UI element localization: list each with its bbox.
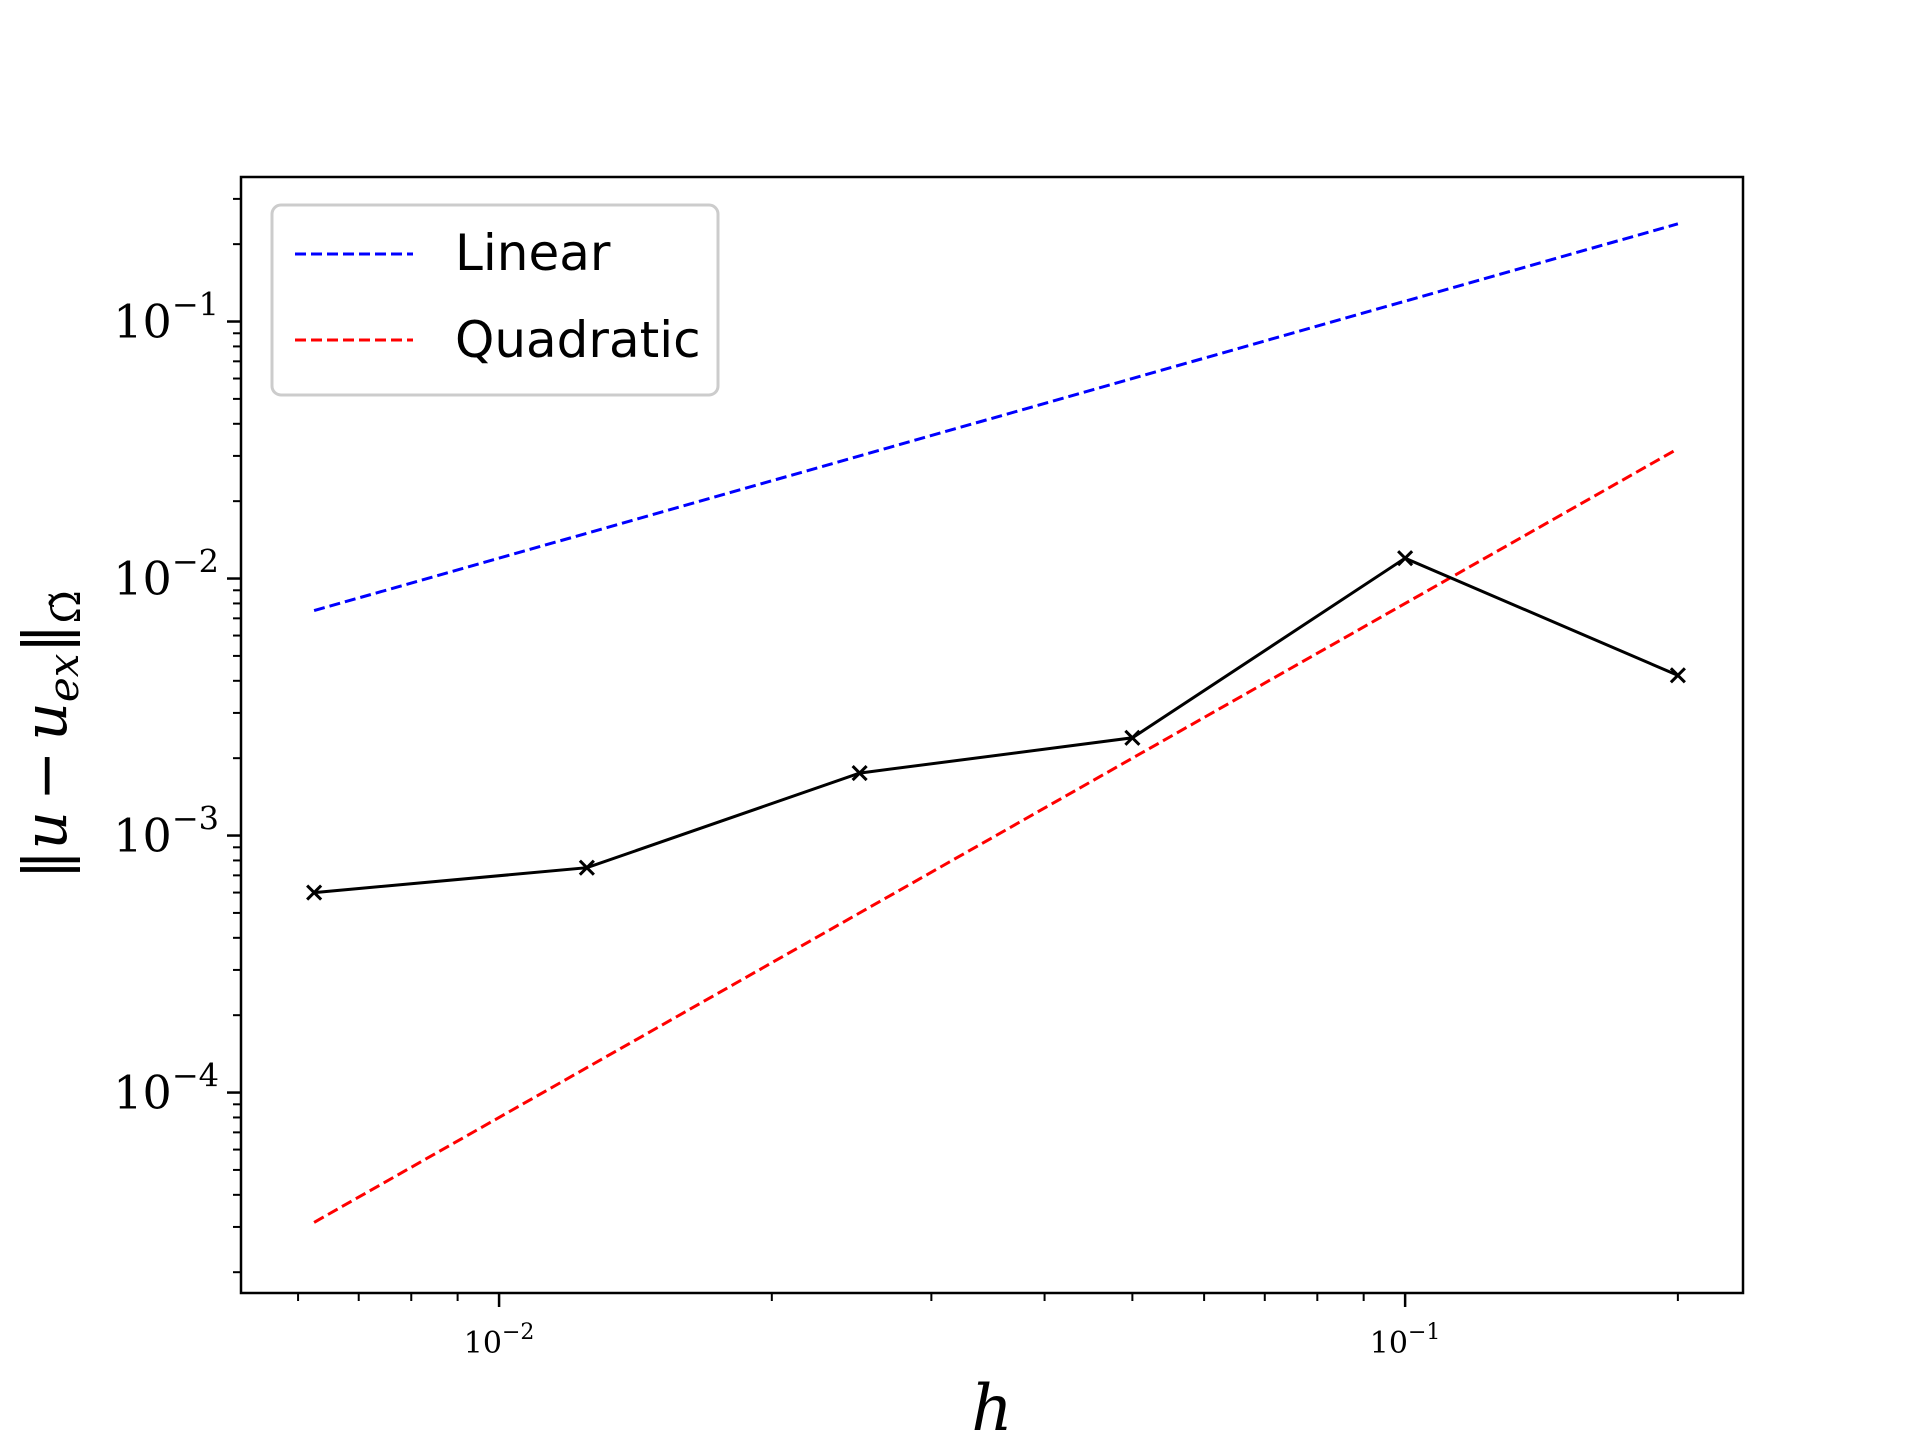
y-label-subscript: ex bbox=[39, 653, 88, 702]
x-axis-label: h bbox=[971, 1372, 1012, 1440]
y-tick-label: 10−4 bbox=[113, 1057, 219, 1120]
plot-frame bbox=[239, 175, 1745, 1295]
data-point bbox=[306, 884, 323, 901]
data-point bbox=[1397, 550, 1414, 567]
x-axis-ticks: 10−2 10−1 bbox=[297, 1293, 1679, 1361]
data-point bbox=[578, 859, 595, 876]
x-tick-label: 10−1 bbox=[1370, 1320, 1441, 1361]
y-tick-label: 10−1 bbox=[113, 286, 219, 349]
y-label-u-ex: u bbox=[11, 702, 81, 741]
y-tick-label: 10−3 bbox=[113, 800, 219, 863]
y-axis-ticks: 10−1 10−2 10−3 10−4 bbox=[113, 197, 241, 1274]
y-tick-label: 10−2 bbox=[113, 543, 219, 606]
legend-linear-label: Linear bbox=[455, 224, 611, 282]
series-layer bbox=[306, 222, 1686, 1224]
y-label-domain: Ω̃ bbox=[44, 590, 90, 623]
legend-quadratic-label: Quadratic bbox=[455, 311, 701, 369]
data-point bbox=[1669, 667, 1686, 684]
legend: Linear Quadratic bbox=[270, 203, 720, 397]
series-line-linear bbox=[313, 222, 1679, 613]
y-label-minus: − bbox=[11, 751, 81, 801]
y-label-norm-left: ‖ bbox=[11, 850, 81, 880]
x-tick-label: 10−2 bbox=[464, 1320, 535, 1361]
series-line-error bbox=[313, 556, 1679, 895]
y-label-norm-right: ‖ bbox=[11, 624, 81, 654]
y-label-u: u bbox=[11, 811, 81, 850]
data-point bbox=[1124, 729, 1141, 746]
y-axis-label: ‖u−uex‖Ω̃ bbox=[11, 590, 90, 879]
data-point bbox=[851, 765, 868, 782]
